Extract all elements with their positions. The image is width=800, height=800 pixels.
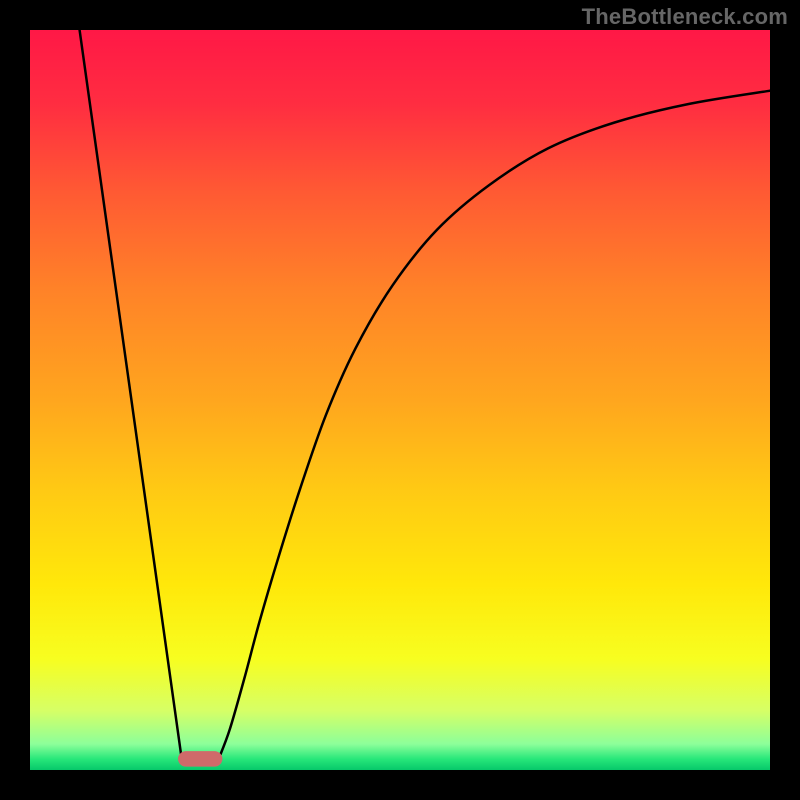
chart-gradient-background bbox=[30, 30, 770, 770]
optimum-marker bbox=[178, 751, 222, 767]
bottleneck-chart bbox=[0, 0, 800, 800]
watermark-text: TheBottleneck.com bbox=[582, 4, 788, 30]
chart-container: TheBottleneck.com bbox=[0, 0, 800, 800]
